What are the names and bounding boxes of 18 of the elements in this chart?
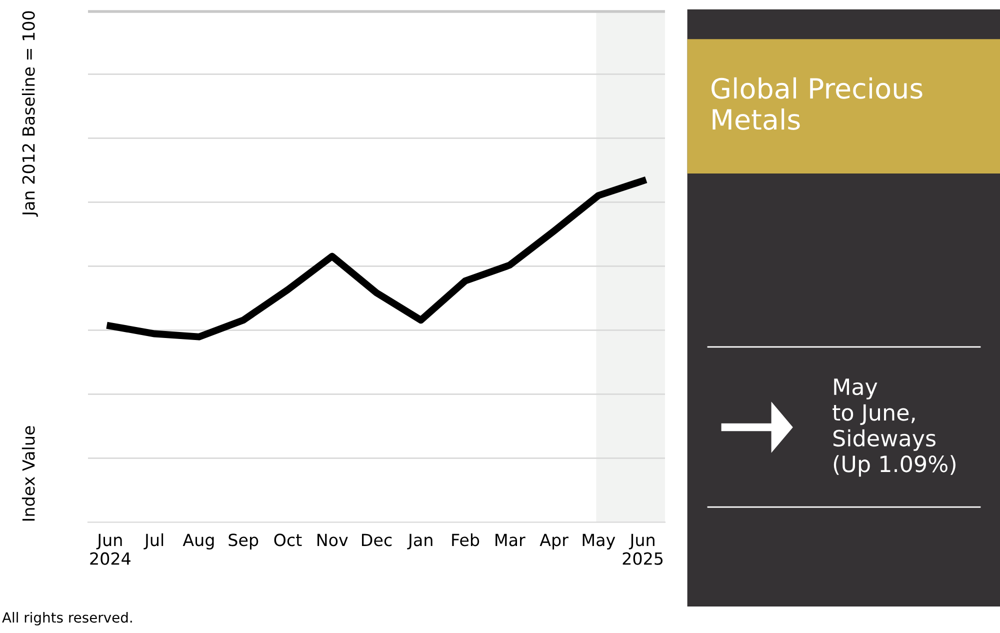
x-tick-label: Jun 2024 — [90, 534, 130, 565]
x-tick-label: Dec — [362, 534, 392, 546]
x-tick-label: Nov — [317, 534, 348, 546]
x-tick-label: Jun 2025 — [622, 534, 663, 565]
x-tick-label: May — [582, 534, 616, 550]
text: Global Precious Metals — [712, 77, 922, 130]
x-tick-label: Jan — [407, 534, 432, 550]
x-tick-label: Feb — [452, 533, 480, 546]
text: Jan 2012 Baseline = 100 — [22, 11, 38, 217]
text: All rights reserved. — [2, 612, 132, 626]
x-tick-label: Mar — [496, 534, 526, 546]
x-tick-label: Oct — [274, 534, 302, 546]
text: May to June, Sideways (Up 1.09%) — [832, 378, 956, 477]
x-tick-label: Aug — [182, 534, 214, 550]
x-tick-label: Sep — [228, 534, 258, 550]
y-axis-title: Index Value — [22, 426, 35, 521]
x-tick-label: Jul — [144, 533, 164, 550]
x-tick-label: Apr — [540, 534, 568, 550]
